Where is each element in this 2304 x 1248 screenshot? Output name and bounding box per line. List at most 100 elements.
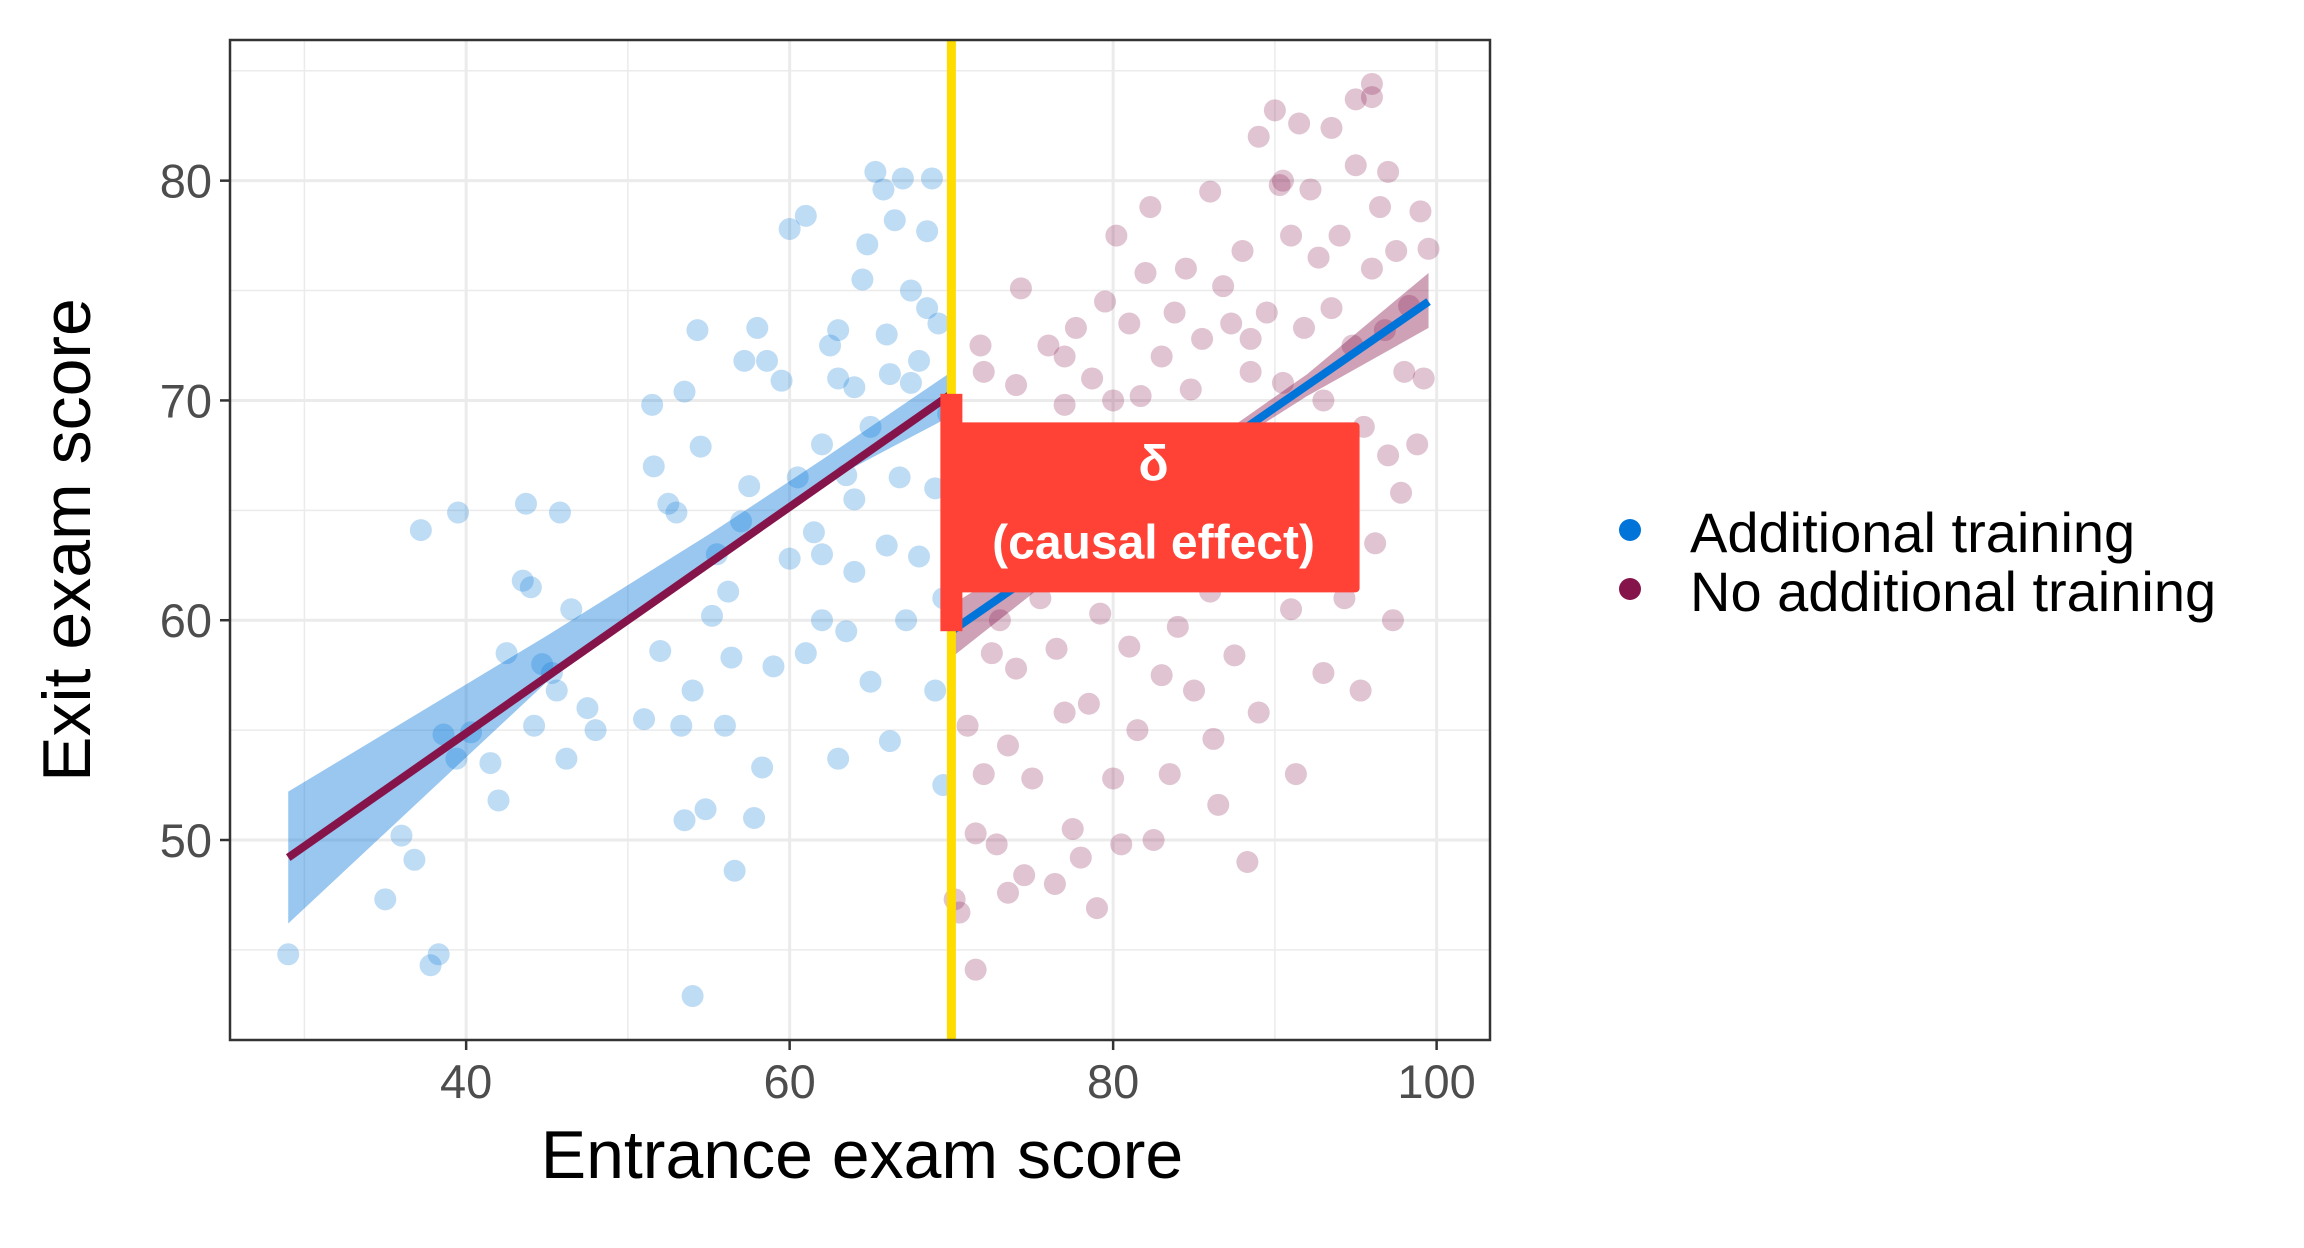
data-point	[1328, 224, 1351, 247]
legend: Additional training No additional traini…	[1619, 501, 2216, 623]
data-point	[1247, 125, 1270, 148]
data-point	[673, 809, 696, 832]
data-point	[419, 954, 442, 977]
data-point	[445, 747, 468, 770]
data-point	[1129, 385, 1152, 408]
data-point	[859, 670, 882, 693]
data-point	[762, 655, 785, 678]
data-point	[835, 620, 858, 643]
data-point	[1377, 444, 1400, 467]
data-point	[1045, 637, 1068, 660]
data-point	[1150, 664, 1173, 687]
data-point	[875, 323, 898, 346]
data-point	[827, 747, 850, 770]
data-point	[916, 220, 939, 243]
data-point	[980, 642, 1003, 665]
data-point	[374, 888, 397, 911]
data-point	[1364, 532, 1387, 555]
data-point	[827, 367, 850, 390]
data-point	[956, 714, 979, 737]
data-point	[432, 723, 455, 746]
data-point	[1089, 602, 1112, 625]
data-point	[964, 822, 987, 845]
data-point	[1085, 897, 1108, 920]
data-point	[878, 730, 901, 753]
data-point	[1029, 587, 1052, 610]
data-point	[891, 167, 914, 190]
data-point	[277, 943, 300, 966]
data-point	[1102, 767, 1125, 790]
data-point	[720, 646, 743, 669]
data-point	[1349, 679, 1372, 702]
data-point	[523, 714, 546, 737]
data-point	[1081, 367, 1104, 390]
data-point	[1381, 609, 1404, 632]
data-point	[1247, 701, 1270, 724]
data-point	[1360, 86, 1383, 109]
data-point	[1179, 378, 1202, 401]
legend-label-no-additional-training: No additional training	[1690, 560, 2216, 623]
data-point	[1307, 246, 1330, 269]
data-point	[723, 859, 746, 882]
data-point	[770, 369, 793, 392]
data-point	[403, 848, 426, 871]
data-point	[1320, 297, 1343, 320]
data-point	[1385, 239, 1408, 262]
data-point	[996, 734, 1019, 757]
data-point	[924, 679, 947, 702]
data-point	[717, 580, 740, 603]
y-tick-label: 80	[160, 155, 212, 208]
data-point	[1271, 371, 1294, 394]
data-point	[827, 319, 850, 342]
data-point	[1053, 393, 1076, 416]
data-point	[686, 319, 709, 342]
data-point	[560, 598, 583, 621]
causal-effect-label: δ (causal effect)	[948, 422, 1360, 593]
data-point	[1280, 598, 1303, 621]
data-point	[409, 519, 432, 542]
data-point	[584, 719, 607, 742]
data-point	[1393, 360, 1416, 383]
legend-key-no-additional-training	[1619, 578, 1641, 600]
data-point	[479, 752, 502, 775]
delta-symbol: δ	[1138, 435, 1168, 491]
data-point	[390, 824, 413, 847]
data-point	[1360, 257, 1383, 280]
data-point	[972, 360, 995, 383]
data-point	[1292, 316, 1315, 339]
data-point	[1239, 360, 1262, 383]
panel-border	[228, 38, 1492, 1042]
data-point	[548, 501, 571, 524]
data-point	[730, 510, 753, 533]
data-point	[681, 985, 704, 1008]
data-point	[1183, 679, 1206, 702]
data-point	[794, 204, 817, 227]
data-point	[927, 312, 950, 335]
data-point	[743, 807, 766, 830]
y-tick-label: 50	[160, 814, 212, 867]
data-point	[1320, 116, 1343, 139]
data-point	[755, 349, 778, 372]
data-point	[851, 268, 874, 291]
data-point	[495, 642, 518, 665]
data-point	[908, 545, 931, 568]
axis-ticks: 40 60 80 100 50 60 70 80	[160, 155, 1476, 1108]
data-point	[1005, 374, 1028, 397]
data-point	[810, 433, 833, 456]
data-point	[1150, 345, 1173, 368]
data-point	[1118, 635, 1141, 658]
y-tick-label: 60	[160, 594, 212, 647]
data-point	[713, 714, 736, 737]
data-point	[1299, 178, 1322, 201]
data-point	[969, 334, 992, 357]
grid	[230, 40, 1490, 1040]
legend-label-additional-training: Additional training	[1690, 501, 2135, 564]
data-point	[1207, 793, 1230, 816]
data-point	[1406, 433, 1429, 456]
data-point	[1212, 275, 1235, 298]
data-point	[1268, 174, 1291, 197]
data-point	[985, 833, 1008, 856]
data-point	[519, 576, 542, 599]
x-axis-title: Entrance exam score	[541, 1117, 1184, 1193]
